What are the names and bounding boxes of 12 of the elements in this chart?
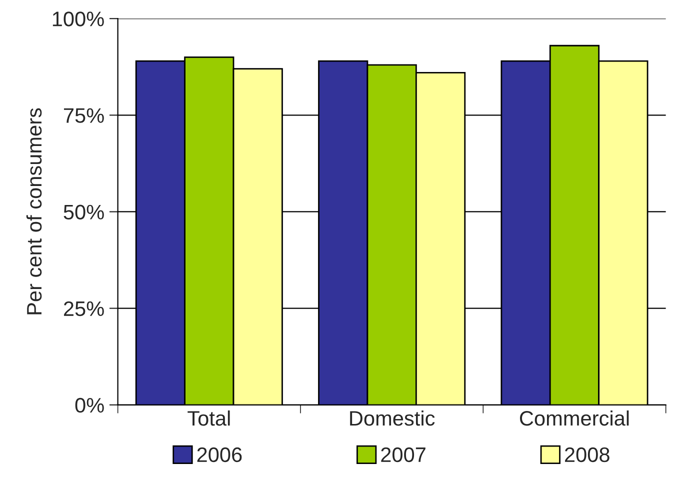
x-tick-label: Commercial bbox=[520, 410, 629, 426]
x-tick-label: Total bbox=[188, 410, 230, 426]
legend-label: 2006 bbox=[197, 447, 242, 462]
y-tick-label: 75% bbox=[64, 108, 104, 123]
y-axis-title: Per cent of consumers bbox=[26, 108, 42, 314]
y-tick-label: 50% bbox=[64, 204, 104, 220]
legend-label: 2007 bbox=[381, 447, 426, 462]
legend-label: 2008 bbox=[564, 447, 610, 462]
y-tick-label: 0% bbox=[75, 398, 104, 413]
y-tick-label: 100% bbox=[52, 12, 104, 26]
x-tick-label: Domestic bbox=[350, 410, 435, 426]
y-tick-label: 25% bbox=[64, 301, 104, 316]
